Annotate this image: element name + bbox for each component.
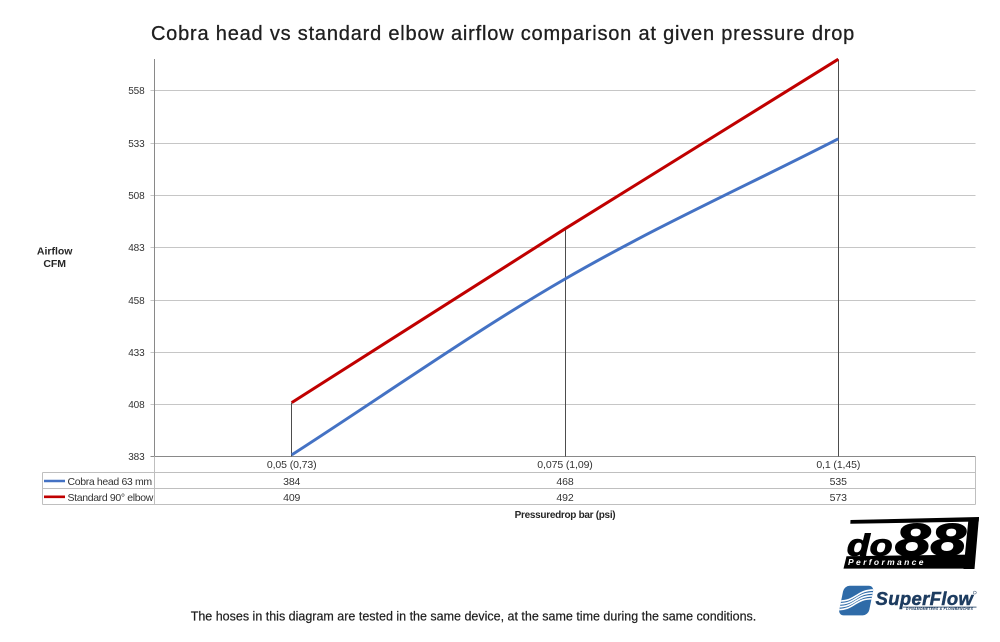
svg-text:CFM: CFM — [43, 258, 66, 270]
svg-text:383: 383 — [128, 452, 145, 463]
svg-text:Airflow: Airflow — [37, 246, 73, 258]
svg-text:Performance: Performance — [848, 557, 926, 567]
svg-text:Cobra head vs standard elbow a: Cobra head vs standard elbow airflow com… — [151, 23, 855, 45]
svg-text:0,1 (1,45): 0,1 (1,45) — [816, 459, 860, 471]
svg-text:The hoses in this diagram are: The hoses in this diagram are tested in … — [191, 609, 757, 623]
svg-text:535: 535 — [830, 476, 847, 488]
svg-text:573: 573 — [830, 492, 847, 504]
svg-text:483: 483 — [128, 243, 145, 254]
svg-text:458: 458 — [128, 296, 145, 307]
svg-text:433: 433 — [128, 348, 145, 359]
svg-text:508: 508 — [128, 191, 145, 202]
svg-text:0,075 (1,09): 0,075 (1,09) — [537, 459, 592, 471]
svg-text:558: 558 — [128, 86, 145, 97]
svg-text:DYNAMOMETERS & FLOWBENCHES: DYNAMOMETERS & FLOWBENCHES — [906, 607, 974, 611]
svg-text:384: 384 — [283, 476, 300, 488]
svg-text:0,05 (0,73): 0,05 (0,73) — [267, 459, 317, 471]
svg-text:88: 88 — [895, 515, 966, 565]
svg-text:468: 468 — [556, 476, 573, 488]
svg-text:do: do — [847, 528, 892, 562]
svg-text:Standard 90° elbow: Standard 90° elbow — [68, 492, 154, 504]
svg-text:408: 408 — [128, 400, 145, 411]
svg-text:409: 409 — [283, 492, 300, 504]
svg-text:SuperFlow: SuperFlow — [876, 588, 975, 609]
svg-text:Pressuredrop bar (psi): Pressuredrop bar (psi) — [515, 510, 616, 521]
svg-text:492: 492 — [556, 492, 573, 504]
svg-text:Cobra head 63 mm: Cobra head 63 mm — [68, 476, 153, 488]
svg-text:533: 533 — [128, 139, 145, 150]
